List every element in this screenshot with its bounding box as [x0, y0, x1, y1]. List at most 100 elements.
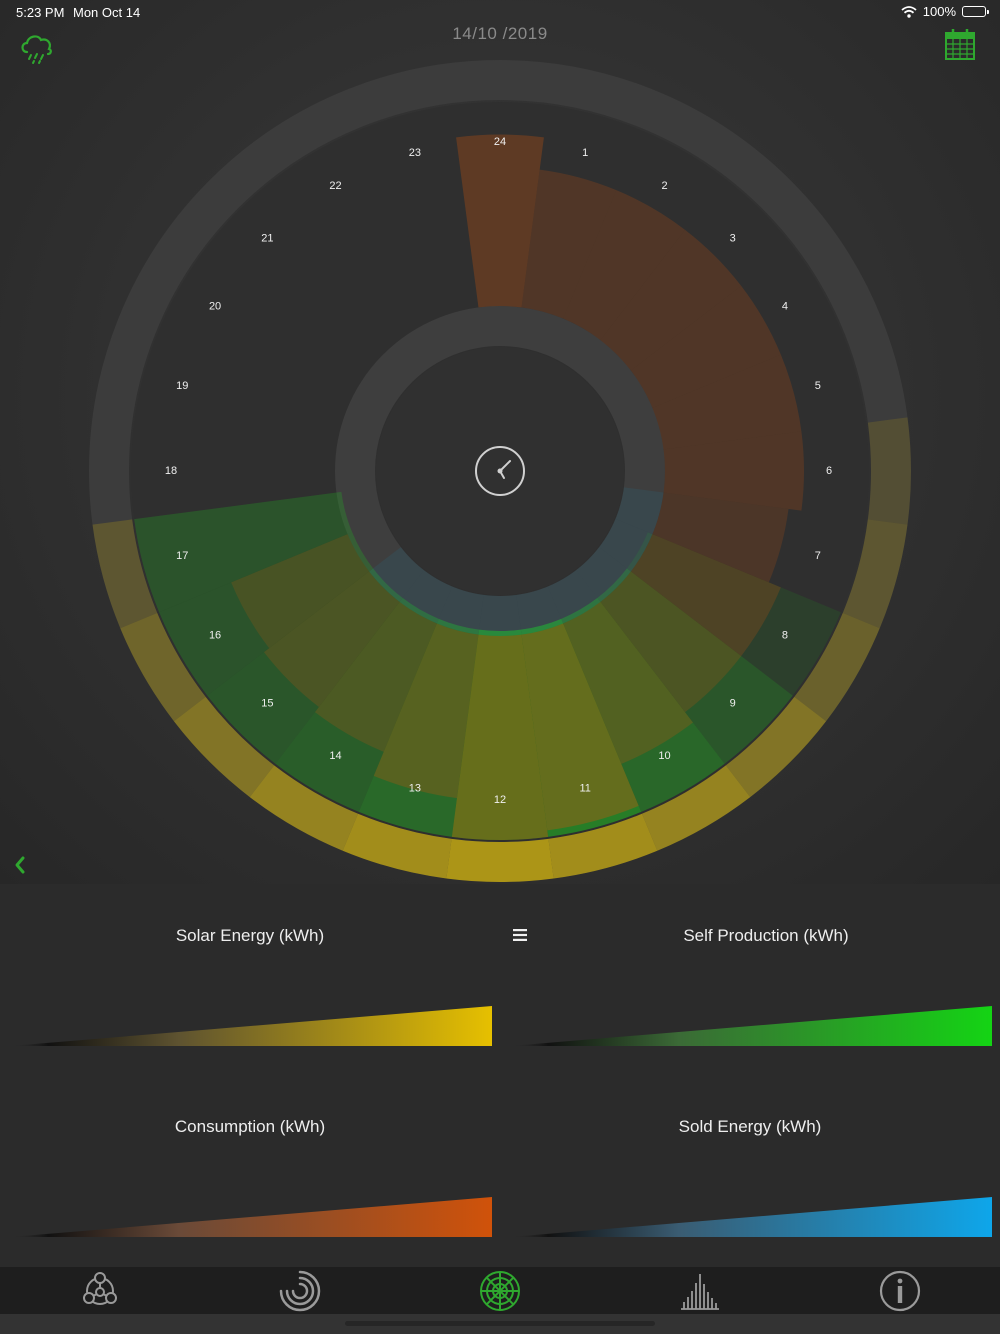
- hour-label-8: 8: [782, 629, 788, 641]
- metrics-area: Solar Energy (kWh) Self Production (kWh)…: [0, 884, 1000, 1267]
- hour-label-23: 23: [409, 147, 421, 159]
- tab-rings[interactable]: [278, 1269, 322, 1313]
- consumption-segment-h8: [630, 534, 781, 657]
- consumption-segment-h14: [314, 601, 437, 752]
- calendar-icon[interactable]: [944, 27, 976, 66]
- wheel-icon: [480, 1271, 520, 1311]
- sold-segment-h7: [615, 487, 664, 535]
- home-indicator[interactable]: [345, 1321, 655, 1326]
- hamburger-icon[interactable]: [511, 927, 529, 948]
- page-date: 14/10 /2019: [452, 24, 548, 43]
- network-icon: [83, 1272, 117, 1305]
- sold-segment-h10: [547, 570, 601, 624]
- self-segment-h14: [275, 597, 439, 812]
- status-date: Mon Oct 14: [73, 5, 141, 20]
- solar-segment-h8: [794, 612, 880, 722]
- tab-wheel[interactable]: [478, 1269, 522, 1313]
- consumption-segment-h12: [451, 634, 549, 840]
- hour-label-13: 13: [409, 783, 421, 795]
- solar-segment-h14: [249, 765, 359, 851]
- hour-label-12: 12: [494, 794, 506, 806]
- solar-segment-h13: [342, 813, 452, 879]
- solar-segment-h16: [120, 612, 206, 722]
- solar-segment-h9: [725, 696, 827, 798]
- hour-label-17: 17: [176, 550, 188, 562]
- sold-segment-h15: [369, 547, 424, 602]
- battery-icon: [962, 6, 989, 17]
- solar-segment-h17: [92, 519, 158, 629]
- self-segment-h8: [626, 532, 841, 696]
- consumption-segment-h2: [563, 190, 686, 341]
- daily-wheel-panel: 24 1 2 3 4 5 6 7 8 9 10 11 12 13 14 15 16 17 18 19 20 21 22 23 …: [0, 0, 1000, 884]
- hour-label-14: 14: [329, 750, 341, 762]
- solar-segment-h15: [173, 696, 275, 798]
- hour-label-18: 18: [165, 465, 177, 477]
- hour-label-6: 6: [826, 465, 832, 477]
- sold-energy-card: Sold Energy (kWh): [500, 1075, 1000, 1267]
- solar-segment-h6: [867, 417, 912, 525]
- sold-segment-h11: [516, 586, 564, 635]
- sold-energy-title: Sold Energy (kWh): [678, 1117, 822, 1136]
- sold-segment-h14: [399, 570, 453, 624]
- tab-histogram[interactable]: [678, 1269, 722, 1313]
- cloud-rain-icon[interactable]: [18, 30, 56, 71]
- hour-label-19: 19: [176, 380, 188, 392]
- consumption-segment-h5: [652, 354, 802, 450]
- tab-bar: [0, 1267, 1000, 1314]
- hour-label-2: 2: [661, 180, 667, 192]
- self-production-card: Self Production (kWh): [500, 884, 1000, 1074]
- hour-label-22: 22: [329, 180, 341, 192]
- hour-label-16: 16: [209, 629, 221, 641]
- consumption-segment-h15: [263, 571, 400, 708]
- hour-label-1: 1: [582, 147, 588, 159]
- consumption-segment-h11: [521, 623, 639, 831]
- wifi-icon: [901, 5, 917, 18]
- consumption-segment-h4: [630, 285, 781, 408]
- clock-center-dot: [497, 468, 503, 474]
- hour-label-15: 15: [261, 698, 273, 710]
- hour-label-21: 21: [261, 232, 273, 244]
- hour-label-5: 5: [815, 380, 821, 392]
- consumption-segment-h1: [521, 169, 617, 319]
- self-segment-h13: [358, 618, 480, 837]
- self-production-title: Self Production (kWh): [683, 926, 849, 945]
- solar-segment-h11: [548, 813, 658, 879]
- consumption-segment-h9: [600, 571, 742, 713]
- hour-label-20: 20: [209, 300, 221, 312]
- hour-label-7: 7: [815, 550, 821, 562]
- solar-segment-h10: [641, 765, 751, 851]
- sold-segment-h9: [576, 547, 631, 602]
- consumption-segment-h24: [456, 134, 544, 308]
- sold-segment-h8: [599, 518, 653, 572]
- self-segment-h17: [134, 491, 353, 613]
- hour-label-9: 9: [730, 698, 736, 710]
- consumption-segment-h10: [563, 601, 693, 764]
- clock-icon: [475, 446, 525, 496]
- consumption-segment-h13: [373, 623, 479, 799]
- hour-label-3: 3: [730, 232, 736, 244]
- battery-percent: 100%: [922, 4, 956, 19]
- solar-segment-h12: [446, 838, 554, 882]
- hour-label-11: 11: [579, 783, 590, 795]
- self-segment-h9: [597, 568, 793, 764]
- self-segment-h15: [207, 568, 403, 764]
- consumption-segment-h6: [663, 431, 804, 511]
- consumption-title: Consumption (kWh): [174, 1117, 326, 1136]
- consumption-segment-h7: [652, 492, 789, 583]
- status-bar: 5:23 PM Mon Oct 14 100%: [0, 0, 1000, 24]
- self-segment-h11: [520, 618, 642, 837]
- self-segment-h16: [159, 532, 374, 696]
- consumption-bar: [10, 1197, 492, 1237]
- solar-energy-card: Solar Energy (kWh): [0, 884, 500, 1074]
- self-segment-h10: [561, 597, 725, 812]
- rings-icon: [279, 1270, 321, 1312]
- tab-network[interactable]: [78, 1269, 122, 1313]
- sold-energy-bar: [510, 1197, 992, 1237]
- tab-info[interactable]: [878, 1269, 922, 1313]
- sold-ring-track: [335, 306, 665, 636]
- self-production-bar: [510, 1006, 992, 1046]
- chevron-left-icon[interactable]: [12, 854, 28, 881]
- hour-label-24: 24: [494, 136, 506, 148]
- hour-label-10: 10: [658, 750, 670, 762]
